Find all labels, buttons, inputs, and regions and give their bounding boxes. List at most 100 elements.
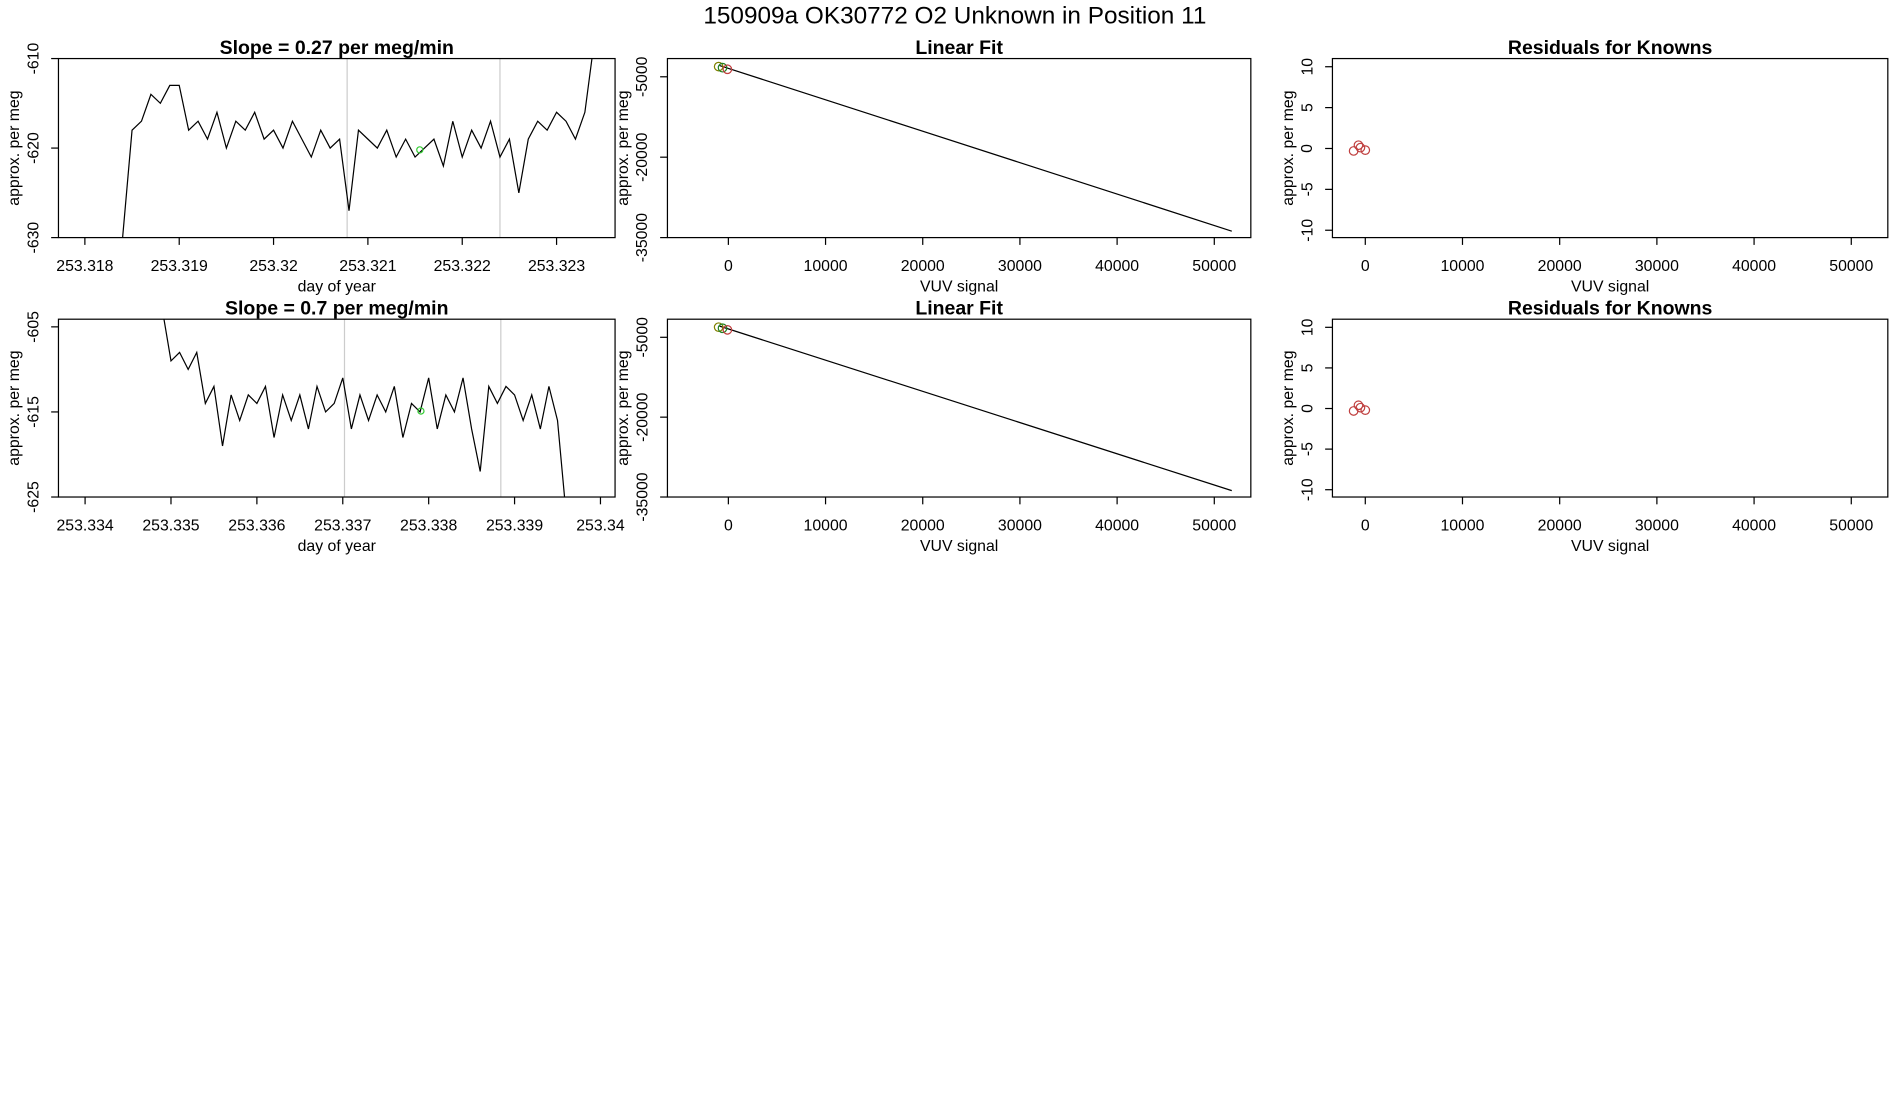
x-tick-label: 0 xyxy=(1361,258,1370,275)
y-tick-label: -5000 xyxy=(634,317,651,358)
y-axis-label: approx. per meg xyxy=(6,90,23,205)
panel: Residuals for Knowns VUV signal approx. pe… xyxy=(1280,37,1889,296)
y-axis-label: approx. per meg xyxy=(1280,90,1297,205)
figure-title: 150909a OK30772 O2 Unknown in Position 1… xyxy=(703,3,1206,30)
y-tick-label: -5 xyxy=(1299,182,1316,196)
panel: Linear Fit VUV signal approx. per meg 0 1000… xyxy=(615,298,1252,555)
y-tick-label: -615 xyxy=(25,396,42,428)
y-tick-label: -20000 xyxy=(634,392,651,441)
plot-area xyxy=(121,58,593,238)
panel-title: Residuals for Knowns xyxy=(1508,37,1713,59)
y-tick-label: 5 xyxy=(1299,363,1316,372)
y-tick-label: -35000 xyxy=(634,213,651,262)
point xyxy=(1360,405,1371,416)
plot-area xyxy=(713,61,1232,232)
point xyxy=(1355,402,1366,413)
y-tick-label: -20000 xyxy=(634,132,651,181)
x-tick-label: 20000 xyxy=(901,258,945,275)
y-tick-label: 0 xyxy=(1299,144,1316,153)
y-axis-label: approx. per meg xyxy=(6,350,23,465)
x-tick-label: 50000 xyxy=(1829,517,1873,534)
y-tick-label: -630 xyxy=(25,222,42,254)
y-axis-label: approx. per meg xyxy=(615,350,632,465)
x-tick-label: 0 xyxy=(1361,517,1370,534)
x-axis-label: VUV signal xyxy=(1571,279,1649,296)
point xyxy=(713,322,724,333)
x-tick-label: 40000 xyxy=(1732,517,1776,534)
plot-frame xyxy=(666,318,1252,498)
x-tick-label: 30000 xyxy=(1635,258,1679,275)
fit-line xyxy=(719,325,1232,492)
plot-area xyxy=(1348,140,1371,156)
x-tick-label: 20000 xyxy=(901,517,945,534)
x-tick-label: 253.321 xyxy=(339,258,396,275)
data-line xyxy=(163,319,566,498)
y-tick-label: -625 xyxy=(25,481,42,513)
x-tick-label: 10000 xyxy=(804,258,848,275)
x-tick-label: 20000 xyxy=(1538,258,1582,275)
x-tick-label: 10000 xyxy=(1440,258,1484,275)
highlight-point xyxy=(416,146,424,154)
y-tick-label: -5 xyxy=(1299,442,1316,456)
panel-title: Slope = 0.7 per meg/min xyxy=(225,298,448,320)
x-tick-label: 10000 xyxy=(1440,517,1484,534)
plot-frame xyxy=(1331,318,1889,498)
x-tick-label: 30000 xyxy=(1635,517,1679,534)
x-tick-label: 30000 xyxy=(998,517,1042,534)
x-tick-label: 253.337 xyxy=(314,517,371,534)
y-tick-label: -10 xyxy=(1299,478,1316,501)
x-tick-label: 50000 xyxy=(1192,258,1236,275)
panel-title: Slope = 0.27 per meg/min xyxy=(220,37,454,59)
x-tick-label: 253.335 xyxy=(142,517,199,534)
y-axis-label: approx. per meg xyxy=(615,90,632,205)
panel-title: Linear Fit xyxy=(915,37,1003,59)
x-tick-label: 253.318 xyxy=(56,258,113,275)
x-tick-label: 40000 xyxy=(1095,517,1139,534)
x-tick-label: 253.334 xyxy=(56,517,113,534)
y-tick-label: 5 xyxy=(1299,103,1316,112)
x-axis-label: day of year xyxy=(298,538,377,555)
x-tick-label: 0 xyxy=(724,517,733,534)
x-tick-label: 253.322 xyxy=(434,258,491,275)
y-tick-label: -5000 xyxy=(634,56,651,97)
data-line xyxy=(121,58,593,238)
x-tick-label: 253.34 xyxy=(576,517,625,534)
x-tick-label: 253.323 xyxy=(528,258,585,275)
x-tick-label: 253.319 xyxy=(151,258,208,275)
panel: Slope = 0.7 per meg/min day of year approx… xyxy=(6,298,625,556)
x-tick-label: 50000 xyxy=(1192,517,1236,534)
plot-frame xyxy=(1331,57,1889,239)
plot-area xyxy=(163,319,566,498)
x-tick-label: 253.32 xyxy=(249,258,297,275)
y-tick-label: -620 xyxy=(25,132,42,164)
fit-line xyxy=(719,64,1232,232)
y-tick-label: -10 xyxy=(1299,219,1316,242)
point xyxy=(1353,140,1364,151)
x-tick-label: 10000 xyxy=(804,517,848,534)
panel: Residuals for Knowns VUV signal approx. pe… xyxy=(1280,298,1889,555)
y-tick-label: 10 xyxy=(1299,318,1316,336)
panel-title: Residuals for Knowns xyxy=(1508,298,1713,320)
x-axis-label: VUV signal xyxy=(1571,538,1649,555)
highlight-point xyxy=(417,407,425,415)
plot-frame xyxy=(666,57,1252,239)
point xyxy=(722,64,733,75)
point xyxy=(1360,145,1371,155)
y-tick-label: -605 xyxy=(25,311,42,343)
x-tick-label: 253.336 xyxy=(228,517,285,534)
point xyxy=(713,61,724,72)
panel-title: Linear Fit xyxy=(915,298,1003,320)
point xyxy=(1353,400,1364,411)
plot-area xyxy=(1348,400,1371,416)
panel: Linear Fit VUV signal approx. per meg 0 1000… xyxy=(615,37,1252,296)
x-axis-label: day of year xyxy=(298,279,377,296)
y-tick-label: -610 xyxy=(25,43,42,75)
y-tick-label: 10 xyxy=(1299,58,1316,76)
x-axis-label: VUV signal xyxy=(920,538,998,555)
x-tick-label: 30000 xyxy=(998,258,1042,275)
plot-frame xyxy=(57,57,616,239)
y-tick-label: 0 xyxy=(1299,404,1316,413)
x-axis-label: VUV signal xyxy=(920,279,998,296)
